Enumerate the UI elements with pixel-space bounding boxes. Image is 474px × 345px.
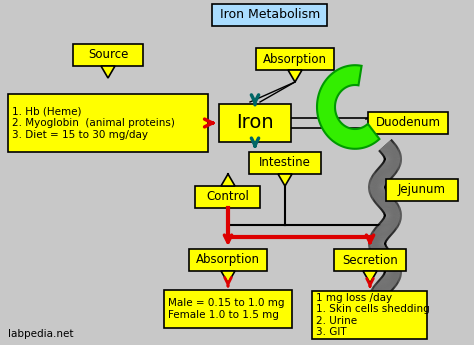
- Text: Jejunum: Jejunum: [398, 184, 446, 197]
- Polygon shape: [288, 70, 302, 82]
- FancyBboxPatch shape: [256, 48, 334, 70]
- FancyBboxPatch shape: [164, 290, 292, 328]
- FancyBboxPatch shape: [334, 249, 406, 271]
- Text: Iron: Iron: [236, 114, 274, 132]
- Text: Intestine: Intestine: [259, 157, 311, 169]
- FancyBboxPatch shape: [386, 179, 458, 201]
- Text: labpedia.net: labpedia.net: [8, 329, 73, 339]
- Polygon shape: [363, 271, 377, 283]
- Polygon shape: [221, 271, 235, 283]
- Text: Duodenum: Duodenum: [375, 117, 440, 129]
- Polygon shape: [101, 66, 115, 78]
- FancyBboxPatch shape: [249, 152, 321, 174]
- FancyBboxPatch shape: [189, 249, 267, 271]
- Text: 1. Hb (Heme)
2. Myoglobin  (animal proteins)
3. Diet = 15 to 30 mg/day: 1. Hb (Heme) 2. Myoglobin (animal protei…: [12, 106, 175, 140]
- Text: Absorption: Absorption: [196, 254, 260, 266]
- Text: Source: Source: [88, 49, 128, 61]
- Polygon shape: [221, 174, 235, 186]
- FancyBboxPatch shape: [8, 94, 208, 152]
- Text: Iron Metabolism: Iron Metabolism: [220, 9, 320, 21]
- FancyBboxPatch shape: [212, 4, 328, 26]
- FancyBboxPatch shape: [73, 44, 143, 66]
- Text: 1 mg loss /day
1. Skin cells shedding
2. Urine
3. GIT: 1 mg loss /day 1. Skin cells shedding 2.…: [317, 293, 430, 337]
- Text: Control: Control: [207, 190, 249, 204]
- Text: Absorption: Absorption: [263, 52, 327, 66]
- Polygon shape: [278, 174, 292, 186]
- FancyBboxPatch shape: [195, 186, 261, 208]
- FancyBboxPatch shape: [368, 112, 448, 134]
- Text: Secretion: Secretion: [342, 254, 398, 266]
- FancyBboxPatch shape: [312, 291, 428, 339]
- Text: Male = 0.15 to 1.0 mg
Female 1.0 to 1.5 mg: Male = 0.15 to 1.0 mg Female 1.0 to 1.5 …: [168, 298, 284, 320]
- FancyBboxPatch shape: [219, 104, 291, 142]
- Polygon shape: [317, 65, 379, 149]
